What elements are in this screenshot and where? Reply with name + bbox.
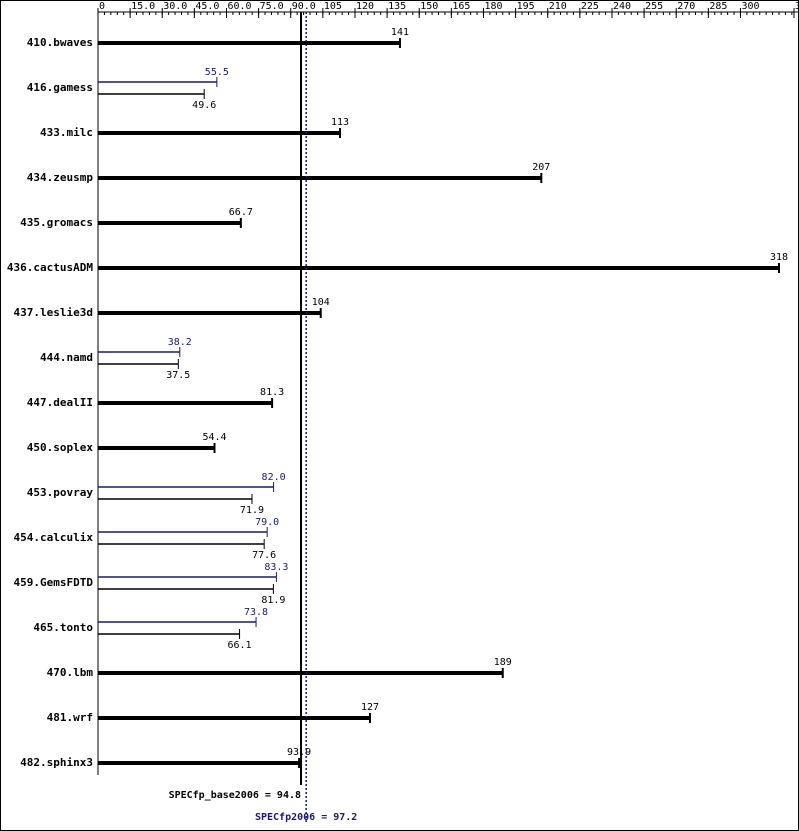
category-label: 435.gromacs: [20, 216, 93, 229]
category-label: 416.gamess: [27, 81, 93, 94]
x-tick-label: 165: [452, 1, 470, 12]
x-tick-label: 45.0: [195, 1, 219, 12]
value-label: 318: [770, 252, 788, 263]
x-tick-label: 210: [549, 1, 567, 12]
value-label: 82.0: [262, 472, 286, 483]
category-label: 454.calculix: [14, 531, 94, 544]
category-label: 410.bwaves: [27, 36, 93, 49]
value-label: 38.2: [168, 337, 192, 348]
value-label: 49.6: [192, 100, 216, 111]
value-label: 79.0: [255, 517, 279, 528]
reference-label: SPECfp2006 = 97.2: [255, 812, 357, 823]
value-label: 207: [532, 162, 550, 173]
x-tick-label: 240: [613, 1, 631, 12]
category-label: 447.dealII: [27, 396, 93, 409]
value-label: 37.5: [166, 370, 190, 381]
x-tick-label: 60.0: [227, 1, 251, 12]
category-label: 482.sphinx3: [20, 756, 93, 769]
value-label: 66.1: [228, 640, 252, 651]
x-tick-label: 195: [517, 1, 535, 12]
x-tick-label: 180: [484, 1, 502, 12]
category-label: 437.leslie3d: [14, 306, 93, 319]
value-label: 54.4: [202, 432, 226, 443]
x-tick-label: 325: [795, 1, 799, 12]
x-tick-label: 150: [420, 1, 438, 12]
value-label: 66.7: [229, 207, 253, 218]
category-label: 470.lbm: [47, 666, 94, 679]
x-tick-label: 225: [581, 1, 599, 12]
category-label: 436.cactusADM: [7, 261, 93, 274]
value-label: 93.9: [287, 747, 311, 758]
x-tick-label: 255: [645, 1, 663, 12]
category-label: 453.povray: [27, 486, 94, 499]
value-label: 73.8: [244, 607, 268, 618]
value-label: 77.6: [252, 550, 276, 561]
value-label: 127: [361, 702, 379, 713]
value-label: 81.3: [260, 387, 284, 398]
value-label: 141: [391, 27, 409, 38]
category-label: 444.namd: [40, 351, 93, 364]
x-tick-label: 135: [388, 1, 406, 12]
category-label: 459.GemsFDTD: [14, 576, 94, 589]
value-label: 113: [331, 117, 349, 128]
value-label: 189: [494, 657, 512, 668]
x-tick-label: 90.0: [292, 1, 316, 12]
category-label: 465.tonto: [33, 621, 93, 634]
category-label: 450.soplex: [27, 441, 94, 454]
category-label: 481.wrf: [47, 711, 93, 724]
category-label: 433.milc: [40, 126, 93, 139]
x-tick-label: 285: [709, 1, 727, 12]
x-tick-label: 300: [741, 1, 759, 12]
x-tick-label: 120: [356, 1, 374, 12]
value-label: 55.5: [205, 67, 229, 78]
x-tick-label: 270: [677, 1, 695, 12]
x-tick-label: 105: [324, 1, 342, 12]
value-label: 71.9: [240, 505, 264, 516]
category-label: 434.zeusmp: [27, 171, 94, 184]
value-label: 81.9: [261, 595, 285, 606]
value-label: 104: [312, 297, 330, 308]
x-tick-label: 75.0: [260, 1, 284, 12]
value-label: 83.3: [264, 562, 288, 573]
x-tick-label: 30.0: [163, 1, 187, 12]
reference-label: SPECfp_base2006 = 94.8: [169, 790, 301, 801]
x-tick-label: 15.0: [131, 1, 155, 12]
x-tick-label: 0: [99, 1, 105, 12]
